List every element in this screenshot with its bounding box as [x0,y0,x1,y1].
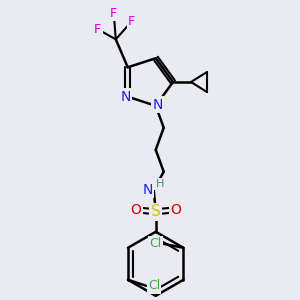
Text: N: N [142,183,153,197]
Text: Cl: Cl [148,279,160,292]
Text: H: H [155,179,164,189]
Text: F: F [110,7,117,20]
Text: F: F [94,23,101,36]
Text: S: S [151,204,160,219]
Text: O: O [130,203,141,217]
Text: O: O [170,203,181,217]
Text: N: N [152,98,163,112]
Text: F: F [128,15,135,28]
Text: N: N [121,90,131,104]
Text: Cl: Cl [149,237,162,250]
